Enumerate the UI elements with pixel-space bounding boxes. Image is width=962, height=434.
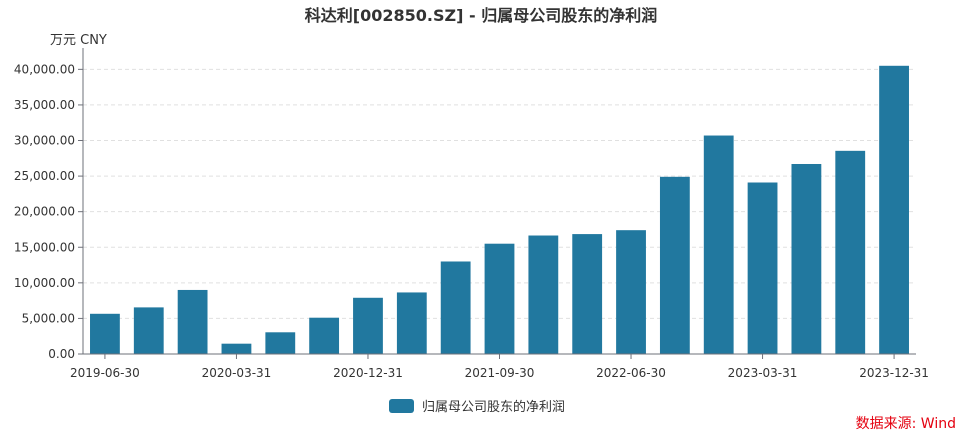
bar-2021-03-31[interactable] xyxy=(396,292,427,354)
bar-2022-09-30[interactable] xyxy=(659,176,690,354)
x-tick-label: 2020-03-31 xyxy=(202,366,272,380)
bar-2023-03-31[interactable] xyxy=(747,182,778,354)
y-axis-unit-label: 万元 CNY xyxy=(50,33,107,48)
bar-2023-12-31[interactable] xyxy=(879,65,909,354)
bar-2022-03-31[interactable] xyxy=(572,234,603,354)
bar-series xyxy=(90,65,909,354)
legend-label: 归属母公司股东的净利润 xyxy=(422,400,566,415)
x-tick-label: 2023-03-31 xyxy=(728,366,798,380)
x-tick-label: 2022-06-30 xyxy=(596,366,666,380)
y-tick-label: 40,000.00 xyxy=(14,62,75,76)
bar-2020-03-31[interactable] xyxy=(221,343,252,354)
chart-title: 科达利[002850.SZ] - 归属母公司股东的净利润 xyxy=(304,6,658,25)
x-tick-label: 2023-12-31 xyxy=(859,366,929,380)
bar-2019-06-30[interactable] xyxy=(90,313,120,354)
legend-swatch xyxy=(389,398,414,413)
bar-2023-06-30[interactable] xyxy=(791,163,822,354)
bar-2021-09-30[interactable] xyxy=(484,243,515,354)
bar-2022-12-31[interactable] xyxy=(703,135,734,354)
y-tick-label: 10,000.00 xyxy=(14,276,75,290)
bar-2020-09-30[interactable] xyxy=(309,317,340,354)
chart-legend[interactable]: 归属母公司股东的净利润 xyxy=(389,396,565,415)
x-tick-label: 2021-09-30 xyxy=(465,366,535,380)
y-tick-label: 25,000.00 xyxy=(14,169,75,183)
bar-2020-12-31[interactable] xyxy=(353,297,383,354)
bar-2020-06-30[interactable] xyxy=(265,332,296,354)
y-tick-label: 20,000.00 xyxy=(14,205,75,219)
bar-2021-06-30[interactable] xyxy=(440,261,471,354)
y-axis-ticks: 0.00 5,000.00 10,000.00 15,000.00 20,000.00 2… xyxy=(14,62,83,361)
bar-2021-12-31[interactable] xyxy=(528,235,559,354)
y-tick-label: 0.00 xyxy=(48,347,75,361)
y-tick-label: 15,000.00 xyxy=(14,240,75,254)
y-tick-label: 5,000.00 xyxy=(22,311,75,325)
x-tick-label: 2019-06-30 xyxy=(70,366,140,380)
bar-2022-06-30[interactable] xyxy=(616,230,646,354)
x-tick-label: 2020-12-31 xyxy=(333,366,403,380)
data-source-note: 数据来源: Wind xyxy=(855,416,956,432)
bar-2019-12-31[interactable] xyxy=(177,289,208,354)
bar-2019-09-30[interactable] xyxy=(133,307,164,354)
x-axis-ticks: 2019-06-30 2020-03-31 2020-12-31 2021-09-30… xyxy=(70,354,929,380)
bar-2023-09-30[interactable] xyxy=(835,150,866,354)
y-tick-label: 30,000.00 xyxy=(14,134,75,148)
y-tick-label: 35,000.00 xyxy=(14,98,75,112)
